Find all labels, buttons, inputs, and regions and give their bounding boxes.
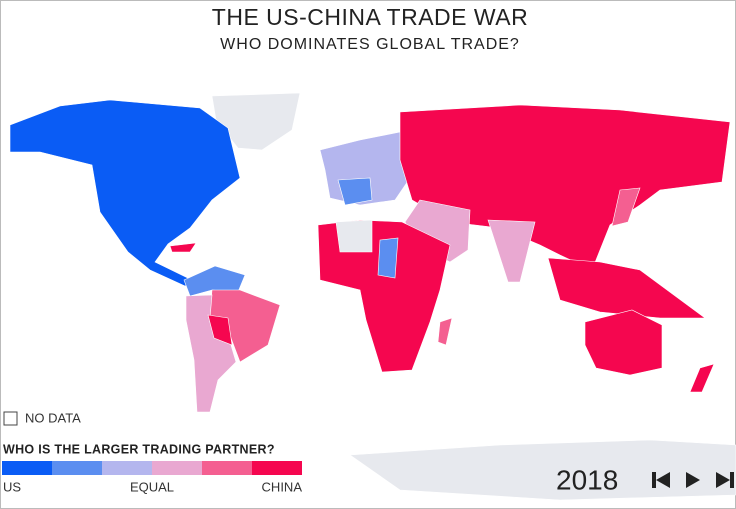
icon [730, 472, 734, 488]
year: 2018 [556, 464, 618, 495]
madagascar [437, 317, 453, 346]
legend-swatch [152, 461, 202, 475]
new-zealand [689, 363, 715, 393]
no-data-swatch [3, 411, 18, 426]
western-europe [337, 177, 373, 206]
legend-title: WHO IS THE LARGER TRADING PARTNER? [3, 442, 275, 456]
no-data-label: NO DATA [25, 410, 81, 425]
legend-swatch [52, 461, 102, 475]
legend-scale [2, 461, 302, 475]
sudan [377, 237, 399, 279]
play-button[interactable] [686, 472, 700, 488]
legend-label: EQUAL [130, 479, 174, 494]
world-map [9, 92, 736, 501]
first-button[interactable] [652, 472, 670, 488]
legend-swatch [202, 461, 252, 475]
icon [652, 472, 656, 488]
subtitle: WHO DOMINATES GLOBAL TRADE? [220, 36, 520, 53]
icon [656, 472, 670, 488]
north-america [9, 99, 241, 287]
legend-label: US [3, 479, 21, 494]
south-america-west [185, 294, 237, 413]
caribbean [169, 242, 197, 253]
australia [584, 309, 663, 376]
bolivia [207, 314, 233, 346]
north-africa [335, 219, 373, 253]
legend-label: CHINA [262, 479, 303, 494]
india [487, 219, 536, 283]
legend-swatch [252, 461, 302, 475]
antarctica [349, 439, 736, 501]
southeast-asia [547, 257, 706, 319]
japan [611, 187, 641, 227]
africa [317, 219, 451, 373]
legend-swatch [102, 461, 152, 475]
legend-swatch [2, 461, 52, 475]
title: THE US-CHINA TRADE WAR [212, 4, 528, 30]
last-button[interactable] [716, 472, 734, 488]
icon [716, 472, 730, 488]
